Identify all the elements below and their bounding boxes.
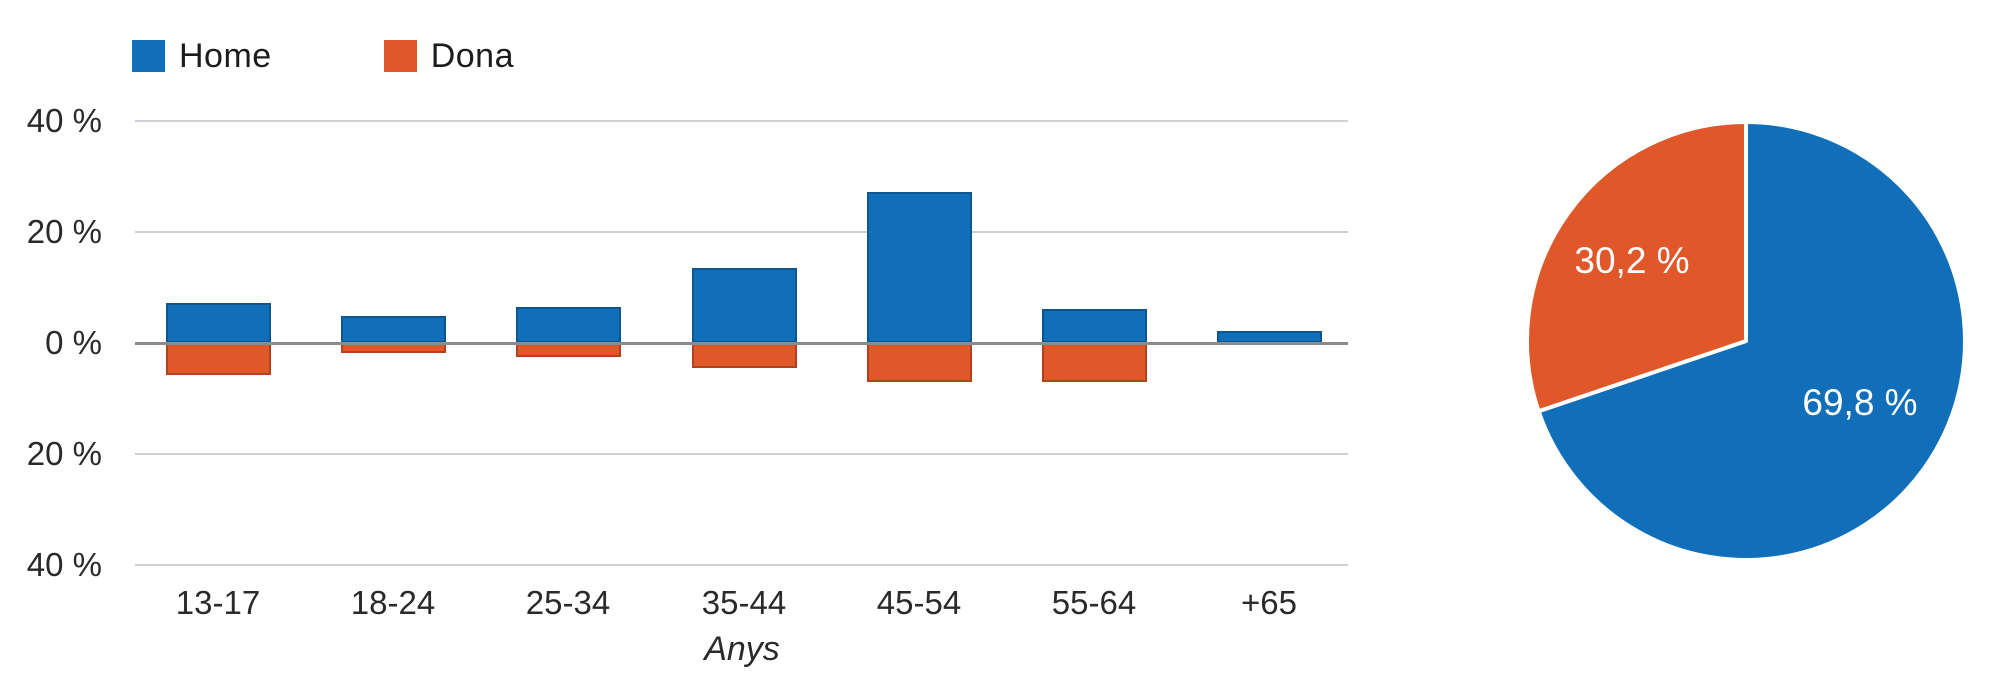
bar-dona-45-54 <box>866 343 972 382</box>
x-axis-tick-label: 55-64 <box>1051 584 1137 621</box>
bar-home-18-24 <box>340 315 446 343</box>
gridline <box>135 453 1348 455</box>
bar-chart: 40 % 20 % 0 % 20 % 40 % 13-17 18-24 25-34 35-44 4… <box>26 102 1348 621</box>
x-axis-tick-label: +65 <box>1241 584 1297 621</box>
x-axis-title: Anys <box>704 630 780 668</box>
bar-home-35-44 <box>691 268 797 343</box>
x-axis-tick-label: 35-44 <box>701 584 787 621</box>
bar-home-45-54 <box>866 192 972 343</box>
bar-dona-13-17 <box>165 343 271 376</box>
pie-value-label-home: 69,8 % <box>1802 382 1917 423</box>
bar-home-13-17 <box>165 303 271 343</box>
y-axis-tick-label: 20 % <box>26 213 102 250</box>
y-axis-tick-label: 40 % <box>26 102 102 139</box>
bar-dona-25-34 <box>515 343 621 357</box>
x-axis-tick-label: 45-54 <box>876 584 962 621</box>
legend-label-dona: Dona <box>430 36 514 75</box>
zero-axis-line <box>135 341 1348 345</box>
x-axis-tick-label: 13-17 <box>175 584 261 621</box>
bar-dona-35-44 <box>691 343 797 368</box>
pie-chart: 69,8 % 30,2 % <box>1525 120 1967 562</box>
pie-slice-home <box>1536 120 1967 562</box>
bar-dona-55-64 <box>1041 343 1147 382</box>
gridline <box>135 120 1348 122</box>
legend-label-home: Home <box>179 36 272 75</box>
x-axis-tick-label: 25-34 <box>525 584 611 621</box>
gridline <box>135 231 1348 233</box>
legend-swatch-dona <box>383 40 417 72</box>
y-axis-tick-label: 20 % <box>26 435 102 472</box>
pie-value-label-dona: 30,2 % <box>1574 240 1689 281</box>
bar-home-25-34 <box>515 306 621 343</box>
pie-slice-dona <box>1525 120 1748 414</box>
x-axis-tick-label: 18-24 <box>350 584 436 621</box>
legend: Home Dona <box>132 36 626 75</box>
legend-swatch-home <box>132 40 165 72</box>
gridline <box>135 564 1348 566</box>
y-axis-tick-label: 40 % <box>26 546 102 583</box>
bar-home-55-64 <box>1041 309 1147 343</box>
y-axis-tick-label: 0 % <box>45 324 102 361</box>
